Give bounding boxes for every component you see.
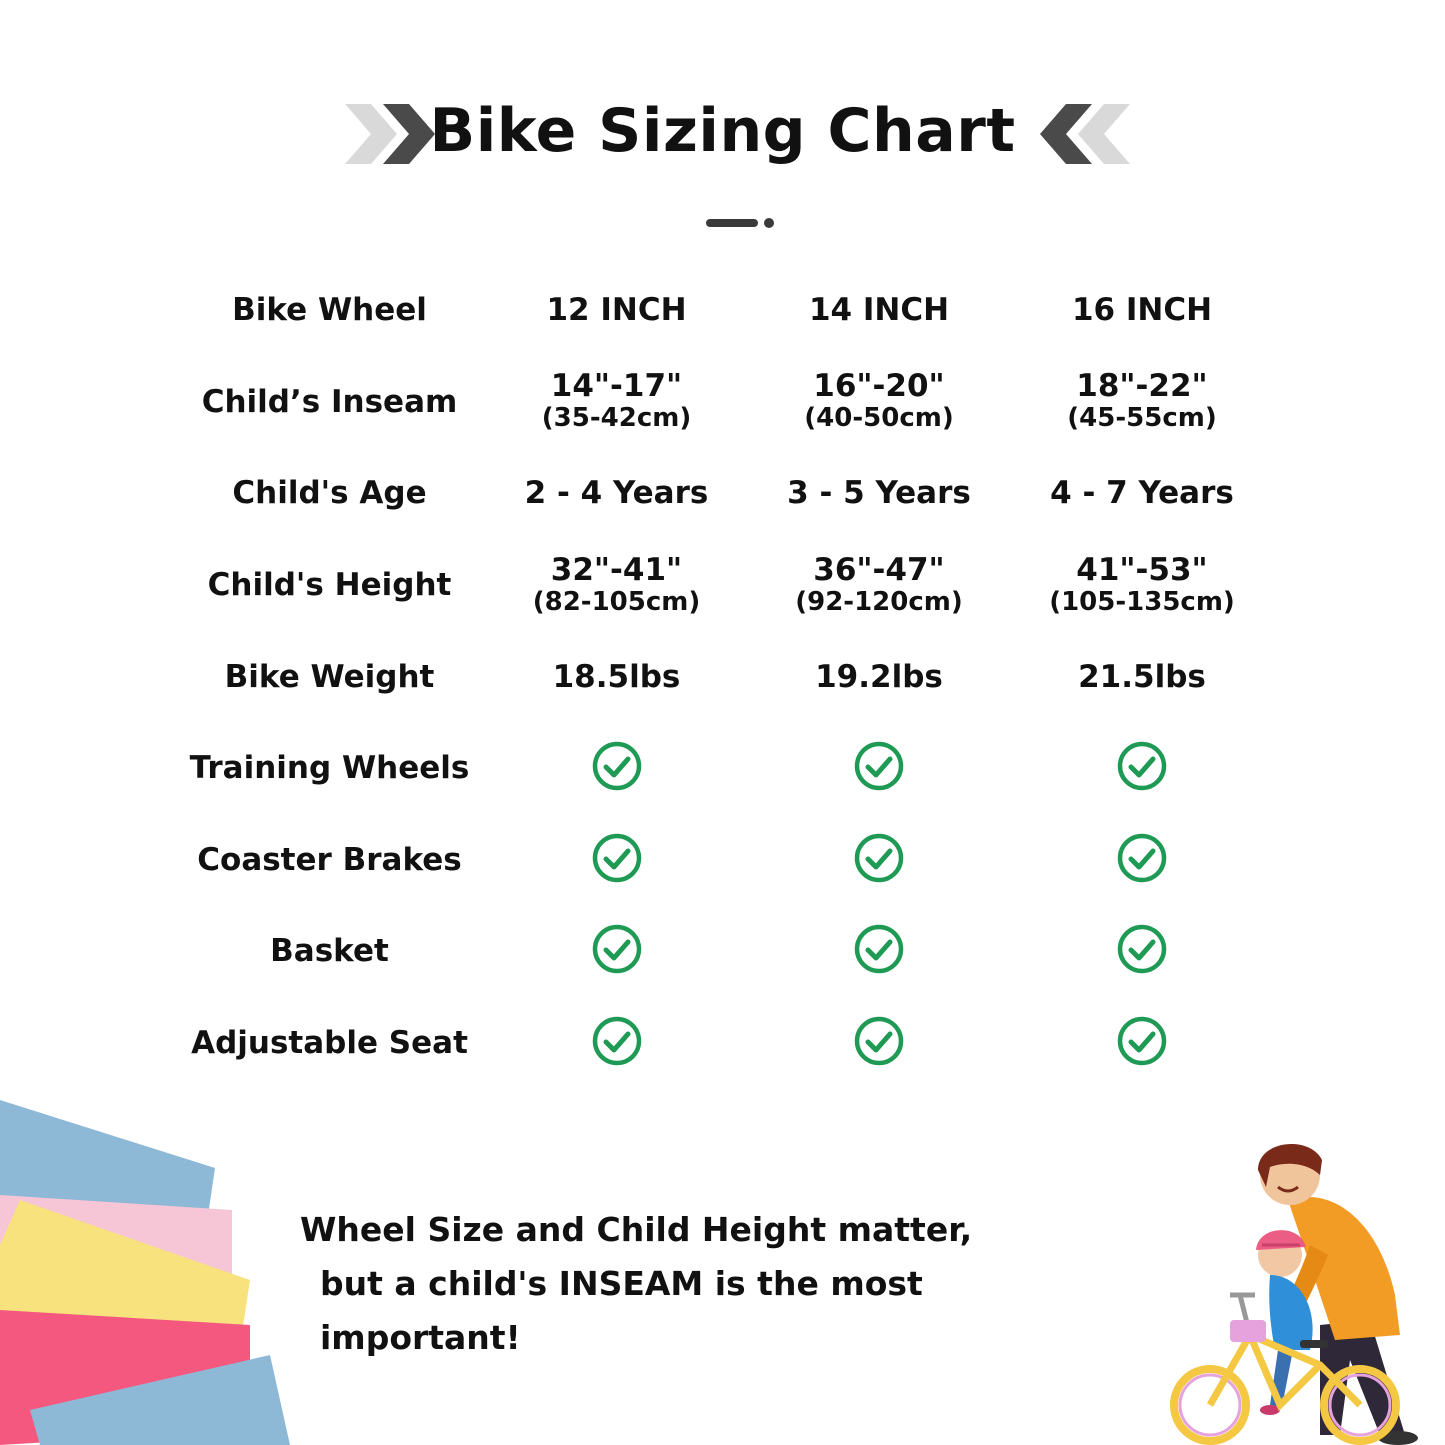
value-cell: 2 - 4 Years <box>487 449 746 538</box>
sizing-note: Wheel Size and Child Height matter, but … <box>300 1203 1120 1365</box>
value-cell <box>749 724 1009 813</box>
row-label: Bike Wheel <box>232 292 427 329</box>
wheel-size-header: 14 INCH <box>749 266 1009 355</box>
row-label-cell: Child’s Inseam <box>175 358 484 447</box>
value-main: 32"-41" <box>550 551 683 588</box>
row-label: Training Wheels <box>189 750 470 787</box>
row-label: Child's Height <box>207 567 452 604</box>
value-cell <box>487 999 746 1088</box>
row-label: Coaster Brakes <box>197 841 462 878</box>
check-circle-icon <box>591 923 643 979</box>
column-header: 16 INCH <box>1071 292 1213 329</box>
row-label: Bike Weight <box>224 658 435 695</box>
check-circle-icon <box>853 1015 905 1071</box>
value-cell <box>749 907 1009 996</box>
value-cell <box>487 907 746 996</box>
value-cell: 18"-22" (45-55cm) <box>1012 358 1272 447</box>
row-label: Child’s Inseam <box>201 383 458 420</box>
value-cell: 21.5lbs <box>1012 632 1272 721</box>
value-metric: (92-120cm) <box>795 586 963 617</box>
value-cell: 3 - 5 Years <box>749 449 1009 538</box>
sizing-table: Bike Wheel 12 INCH 14 INCH 16 INCH Child’s I… <box>172 263 1274 1098</box>
check-circle-icon <box>591 832 643 888</box>
header-label-cell: Bike Wheel <box>175 266 484 355</box>
value-cell: 41"-53" (105-135cm) <box>1012 541 1272 630</box>
value-main: 36"-47" <box>813 551 945 588</box>
value-main: 41"-53" <box>1076 551 1208 588</box>
value-main: 3 - 5 Years <box>787 475 971 512</box>
wheel-size-header: 12 INCH <box>487 266 746 355</box>
value-main: 18"-22" <box>1076 368 1208 405</box>
row-label-cell: Bike Weight <box>175 632 484 721</box>
check-circle-icon <box>1116 923 1168 979</box>
value-cell: 32"-41" (82-105cm) <box>487 541 746 630</box>
row-label-cell: Child's Height <box>175 541 484 630</box>
value-main: 18.5lbs <box>552 658 681 695</box>
value-metric: (35-42cm) <box>541 403 692 434</box>
column-header: 12 INCH <box>546 292 687 329</box>
row-label: Basket <box>270 933 389 970</box>
value-main: 19.2lbs <box>815 658 943 695</box>
value-main: 4 - 7 Years <box>1050 475 1234 512</box>
check-circle-icon <box>853 740 905 796</box>
chevron-left-icon <box>1040 104 1130 164</box>
value-cell <box>1012 907 1272 996</box>
chevron-right-icon <box>345 104 435 164</box>
title-divider <box>706 218 774 228</box>
check-circle-icon <box>1116 740 1168 796</box>
check-circle-icon <box>591 1015 643 1071</box>
value-cell: 16"-20" (40-50cm) <box>749 358 1009 447</box>
parent-child-bike-illustration <box>1170 1143 1418 1445</box>
check-circle-icon <box>853 923 905 979</box>
page-title: Bike Sizing Chart <box>429 96 1016 166</box>
decorative-paper-strips <box>0 1100 290 1445</box>
check-circle-icon <box>1116 832 1168 888</box>
row-label: Child's Age <box>232 475 427 512</box>
value-metric: (40-50cm) <box>804 403 954 434</box>
note-line-2: but a child's INSEAM is the most importa… <box>320 1264 923 1357</box>
value-main: 2 - 4 Years <box>524 475 709 512</box>
value-cell: 36"-47" (92-120cm) <box>749 541 1009 630</box>
note-line-1: Wheel Size and Child Height matter, <box>300 1210 973 1249</box>
value-metric: (105-135cm) <box>1049 586 1235 617</box>
value-main: 21.5lbs <box>1078 658 1206 695</box>
value-main: 14"-17" <box>550 368 683 405</box>
row-label-cell: Adjustable Seat <box>175 999 484 1088</box>
value-main: 16"-20" <box>813 368 945 405</box>
value-cell: 14"-17" (35-42cm) <box>487 358 746 447</box>
value-cell: 19.2lbs <box>749 632 1009 721</box>
value-cell <box>1012 999 1272 1088</box>
value-metric: (82-105cm) <box>532 586 701 617</box>
row-label-cell: Training Wheels <box>175 724 484 813</box>
value-cell <box>749 999 1009 1088</box>
title-row: Bike Sizing Chart <box>0 92 1445 182</box>
row-label-cell: Coaster Brakes <box>175 816 484 905</box>
check-circle-icon <box>1116 1015 1168 1071</box>
value-metric: (45-55cm) <box>1067 403 1217 434</box>
value-cell <box>487 724 746 813</box>
value-cell: 18.5lbs <box>487 632 746 721</box>
row-label-cell: Basket <box>175 907 484 996</box>
column-header: 14 INCH <box>808 292 950 329</box>
value-cell <box>1012 816 1272 905</box>
check-circle-icon <box>853 832 905 888</box>
value-cell: 4 - 7 Years <box>1012 449 1272 538</box>
value-cell <box>487 816 746 905</box>
row-label-cell: Child's Age <box>175 449 484 538</box>
value-cell <box>749 816 1009 905</box>
wheel-size-header: 16 INCH <box>1012 266 1272 355</box>
check-circle-icon <box>591 740 643 796</box>
value-cell <box>1012 724 1272 813</box>
row-label: Adjustable Seat <box>191 1025 468 1062</box>
table-grid <box>172 263 1274 1091</box>
